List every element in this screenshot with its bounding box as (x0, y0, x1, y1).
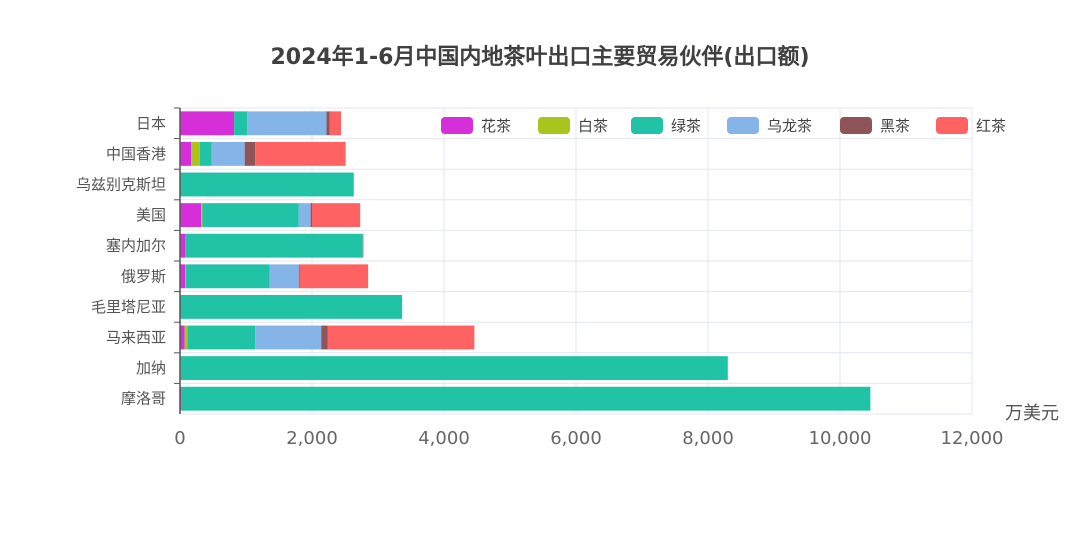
bars-layer (180, 111, 871, 411)
bar-segment[interactable] (180, 325, 185, 350)
bar-segment[interactable] (199, 141, 212, 166)
legend-item[interactable]: 绿茶 (631, 117, 701, 135)
bar-segment[interactable] (180, 264, 186, 289)
x-tick-label: 6,000 (550, 428, 602, 449)
legend-label: 红茶 (976, 117, 1006, 135)
category-label: 美国 (136, 206, 166, 224)
unit-label: 万美元 (1005, 403, 1059, 424)
bar-segment[interactable] (329, 111, 342, 136)
category-label: 俄罗斯 (121, 267, 166, 285)
legend[interactable]: 花茶 白茶 绿茶 乌龙茶 黑茶 红茶 (441, 117, 1006, 135)
legend-item[interactable]: 黑茶 (840, 117, 910, 135)
category-label: 毛里塔尼亚 (91, 298, 166, 316)
bar-segment[interactable] (299, 264, 369, 289)
bar-segment[interactable] (310, 203, 312, 228)
bar-segment[interactable] (180, 294, 403, 319)
legend-item[interactable]: 白茶 (538, 117, 608, 135)
bar-segment[interactable] (211, 141, 245, 166)
bar-segment[interactable] (185, 264, 270, 289)
bar-segment[interactable] (244, 141, 256, 166)
bar-segment[interactable] (326, 111, 330, 136)
bar-segment[interactable] (255, 325, 322, 350)
category-label: 塞内加尔 (106, 237, 166, 255)
bar-segment[interactable] (180, 141, 192, 166)
bar-segment[interactable] (187, 325, 256, 350)
bar-segment[interactable] (180, 111, 235, 136)
category-label: 日本 (136, 114, 166, 132)
legend-label: 乌龙茶 (767, 117, 812, 135)
bar-segment[interactable] (321, 325, 328, 350)
bar-segment[interactable] (181, 386, 871, 411)
legend-item[interactable]: 花茶 (441, 117, 511, 135)
bar-segment[interactable] (202, 203, 299, 228)
bar-segment[interactable] (255, 141, 346, 166)
x-tick-label: 8,000 (682, 428, 734, 449)
legend-label: 绿茶 (671, 117, 701, 135)
category-label: 加纳 (136, 359, 166, 377)
x-tick-label: 4,000 (418, 428, 470, 449)
bar-segment[interactable] (180, 233, 186, 258)
legend-label: 黑茶 (880, 117, 910, 135)
bar-segment[interactable] (298, 203, 311, 228)
category-label: 马来西亚 (106, 329, 166, 347)
bar-segment[interactable] (201, 203, 203, 228)
x-tick-label: 12,000 (941, 428, 1004, 449)
x-tick-label: 2,000 (286, 428, 338, 449)
legend-label: 白茶 (578, 117, 608, 135)
legend-swatch (936, 117, 968, 134)
bar-segment[interactable] (312, 203, 361, 228)
chart-title: 2024年1-6月中国内地茶叶出口主要贸易伙伴(出口额) (270, 44, 809, 70)
category-label: 摩洛哥 (121, 390, 166, 408)
legend-swatch (631, 117, 663, 134)
grid-layer (179, 107, 973, 415)
x-tick-label: 10,000 (809, 428, 872, 449)
legend-label: 花茶 (481, 117, 511, 135)
legend-swatch (441, 117, 473, 134)
legend-swatch (840, 117, 872, 134)
bar-segment[interactable] (269, 264, 299, 289)
bar-segment[interactable] (180, 172, 354, 197)
legend-item[interactable]: 乌龙茶 (727, 117, 812, 135)
bar-segment[interactable] (362, 233, 364, 258)
bar-segment[interactable] (234, 111, 248, 136)
bar-segment[interactable] (298, 264, 300, 289)
category-label: 中国香港 (106, 145, 166, 163)
bar-segment[interactable] (353, 172, 354, 197)
legend-item[interactable]: 红茶 (936, 117, 1006, 135)
legend-swatch (538, 117, 570, 134)
bar-segment[interactable] (327, 325, 475, 350)
bar-segment[interactable] (180, 356, 728, 381)
bar-segment[interactable] (180, 203, 202, 228)
category-label: 乌兹别克斯坦 (76, 176, 166, 194)
bar-segment[interactable] (191, 141, 200, 166)
legend-swatch (727, 117, 759, 134)
bar-segment[interactable] (247, 111, 327, 136)
bar-segment[interactable] (184, 325, 188, 350)
bar-segment[interactable] (185, 264, 186, 289)
x-tick-label: 0 (174, 428, 185, 449)
bar-segment[interactable] (185, 233, 363, 258)
